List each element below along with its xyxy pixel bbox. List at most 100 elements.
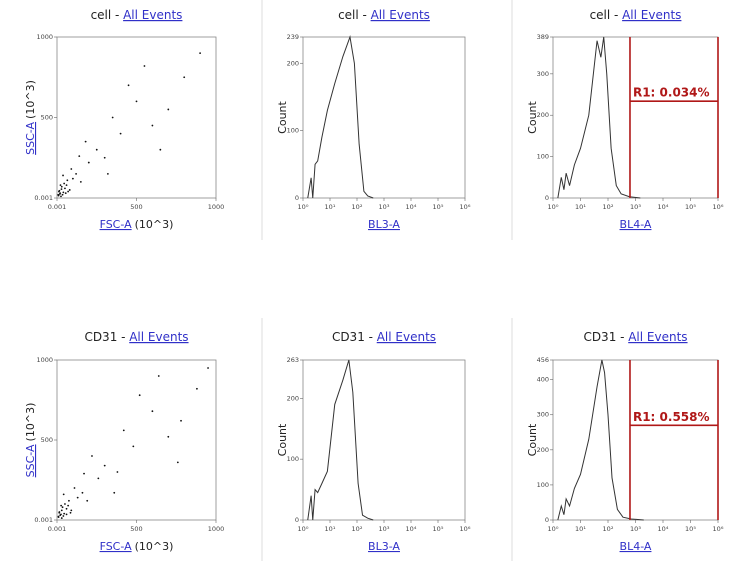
x-label-link[interactable]: FSC-A (100, 540, 133, 553)
y-axis-label: Count (526, 100, 539, 133)
event-dot (116, 471, 119, 473)
x-axis-label: BL3-A (368, 540, 400, 553)
y-tick-label: 1000 (36, 33, 53, 41)
event-dot (138, 394, 141, 397)
x-label-unit: (10^3) (135, 218, 174, 231)
x-label-link[interactable]: BL3-A (368, 540, 400, 553)
x-tick-label: 10⁰ (548, 525, 559, 533)
y-tick-label: 389 (537, 33, 549, 41)
event-dot (113, 491, 116, 494)
event-dot (64, 187, 66, 190)
event-dot (122, 429, 125, 432)
event-dot (151, 410, 154, 413)
event-dot (58, 190, 60, 193)
x-tick-label: 10⁴ (406, 525, 417, 533)
x-tick-label: 10³ (379, 525, 390, 533)
y-label-link[interactable]: SSC-A (24, 444, 37, 477)
title-text: cell - (91, 8, 120, 22)
y-label-link[interactable]: SSC-A (24, 121, 37, 154)
histogram-line (557, 359, 644, 521)
plot-frame (302, 36, 466, 199)
title-text: cell - (338, 8, 367, 22)
x-axis-label: FSC-A (10^3) (100, 218, 174, 231)
y-tick-label: 263 (287, 356, 299, 364)
event-dot (61, 193, 64, 196)
y-tick-label: 200 (287, 394, 299, 402)
y-tick-label: 0.001 (34, 194, 53, 202)
event-dot (103, 464, 106, 467)
event-dot (151, 124, 154, 127)
title-text: cell - (590, 8, 619, 22)
plot-frame (56, 359, 217, 521)
event-dot (60, 517, 63, 519)
y-tick-label: 1000 (36, 356, 53, 364)
x-label-link[interactable]: BL4-A (620, 540, 652, 553)
x-label-unit: (10^3) (135, 540, 174, 553)
x-tick-label: 10¹ (325, 203, 336, 211)
event-dot (81, 491, 84, 494)
y-tick-label: 456 (537, 356, 549, 364)
event-dot (58, 511, 61, 514)
y-tick-label: 500 (41, 436, 53, 444)
event-dot (64, 503, 66, 505)
title-link[interactable]: All Events (628, 330, 687, 344)
x-tick-label: 1000 (208, 203, 225, 211)
event-dot (59, 514, 62, 517)
title-link[interactable]: All Events (371, 8, 430, 22)
x-tick-label: 10⁶ (713, 525, 724, 533)
y-axis-label: Count (276, 423, 289, 456)
title-link[interactable]: All Events (622, 8, 681, 22)
x-tick-label: 10⁴ (658, 203, 669, 211)
event-dot (167, 108, 170, 111)
title-link[interactable]: All Events (377, 330, 436, 344)
event-dot (97, 477, 100, 480)
event-dot (135, 100, 138, 103)
y-tick-label: 100 (287, 127, 299, 135)
event-dot (159, 148, 162, 151)
event-dot (62, 515, 65, 517)
x-tick-label: 0.001 (48, 203, 67, 211)
event-dot (62, 493, 65, 496)
panel-title: cell - All Events (91, 8, 183, 22)
histogram-line (307, 359, 374, 521)
x-tick-label: 10¹ (575, 525, 586, 533)
event-dot (84, 140, 87, 143)
event-dot (78, 155, 81, 158)
event-dot (76, 496, 79, 499)
y-tick-label: 200 (537, 446, 549, 454)
plot-frame (552, 359, 719, 521)
event-dot (180, 419, 182, 422)
x-tick-label: 10⁰ (298, 525, 309, 533)
y-tick-label: 0 (545, 516, 549, 524)
title-link[interactable]: All Events (123, 8, 182, 22)
y-axis-label: SSC-A (10^3) (24, 80, 37, 155)
title-link[interactable]: All Events (129, 330, 188, 344)
y-tick-label: 239 (287, 33, 299, 41)
y-tick-label: 100 (537, 153, 549, 161)
x-axis-label: FSC-A (10^3) (100, 540, 174, 553)
event-dot (87, 161, 90, 164)
event-dot (62, 191, 65, 194)
event-dot (57, 193, 60, 196)
panel-title: CD31 - All Events (583, 330, 687, 344)
x-axis-label: BL3-A (368, 218, 400, 231)
event-dot (63, 512, 66, 515)
x-label-link[interactable]: FSC-A (100, 218, 133, 231)
event-dot (127, 84, 130, 87)
gate-label: R1: 0.034% (633, 86, 710, 100)
event-dot (119, 132, 122, 135)
x-tick-label: 10⁰ (298, 203, 309, 211)
y-label-text: Count (526, 100, 539, 133)
event-dot (183, 76, 186, 79)
event-dot (66, 179, 69, 182)
y-axis-label: Count (276, 100, 289, 133)
x-label-link[interactable]: BL3-A (368, 218, 400, 231)
event-dot (70, 509, 73, 512)
x-tick-label: 10³ (379, 203, 390, 211)
event-dot (60, 509, 63, 512)
y-tick-label: 0 (295, 516, 299, 524)
y-tick-label: 100 (537, 481, 549, 489)
event-dot (73, 487, 76, 489)
x-tick-label: 10⁰ (548, 203, 559, 211)
x-label-link[interactable]: BL4-A (620, 218, 652, 231)
